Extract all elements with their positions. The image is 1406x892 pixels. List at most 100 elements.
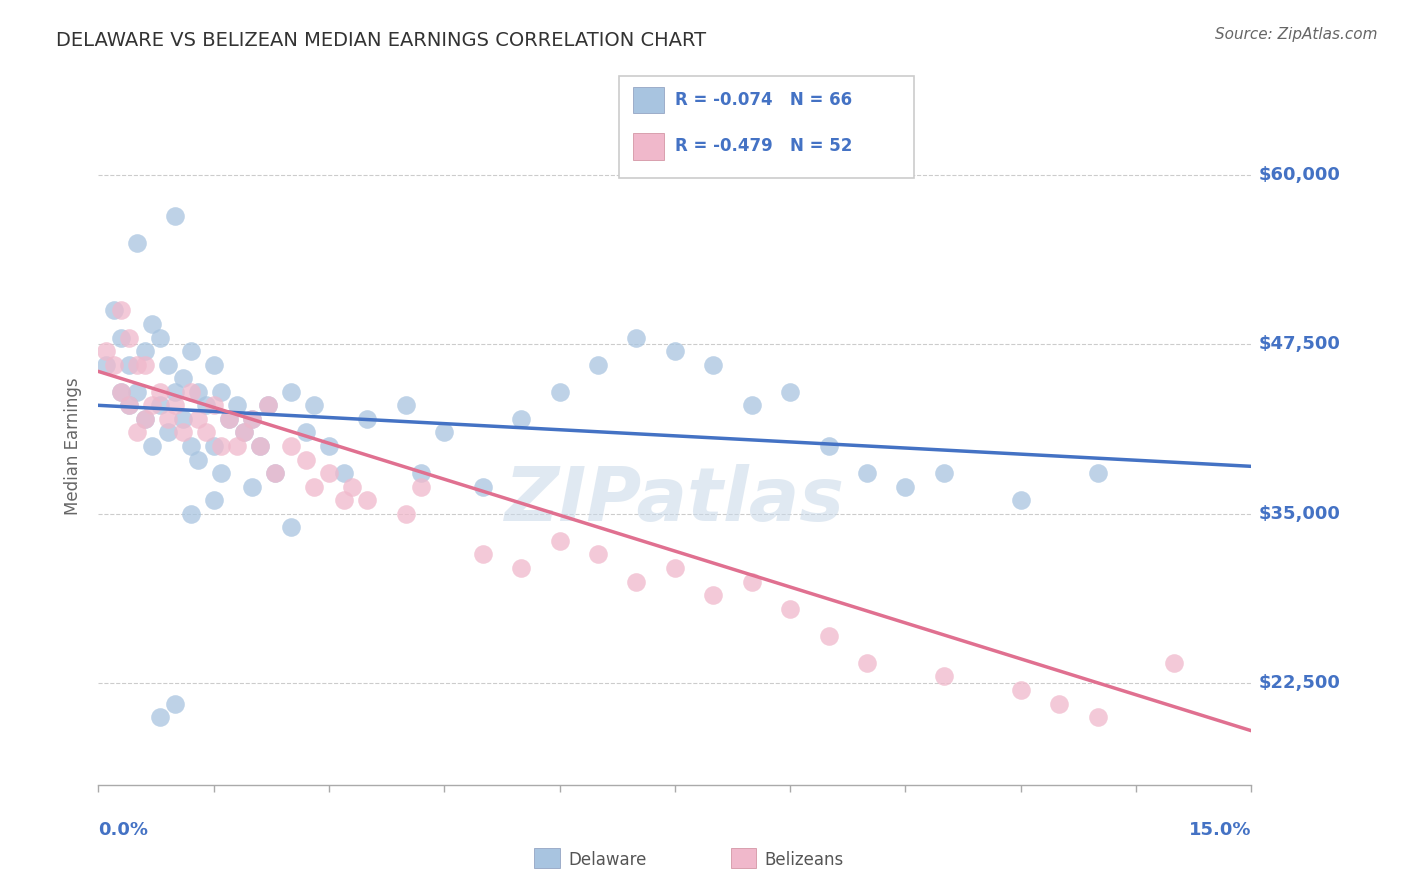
Point: [209, 384, 232, 399]
Point: [664, 561, 686, 575]
Text: R = -0.479   N = 52: R = -0.479 N = 52: [675, 137, 852, 155]
Point: [433, 425, 456, 440]
Point: [1010, 683, 1032, 698]
Point: [817, 439, 839, 453]
Point: [156, 412, 179, 426]
Point: [118, 330, 141, 344]
Point: [264, 466, 287, 480]
Point: [134, 412, 156, 426]
Point: [626, 330, 648, 344]
Point: [741, 398, 763, 412]
Point: [932, 669, 955, 683]
Point: [240, 480, 263, 494]
Point: [280, 439, 302, 453]
Point: [1163, 656, 1185, 670]
Point: [172, 371, 194, 385]
Point: [295, 425, 318, 440]
Point: [395, 398, 418, 412]
Point: [225, 439, 247, 453]
Point: [280, 384, 302, 399]
Point: [195, 398, 218, 412]
Point: [779, 601, 801, 615]
Point: [702, 588, 724, 602]
Point: [894, 480, 917, 494]
Point: [180, 439, 202, 453]
Point: [103, 303, 125, 318]
Point: [302, 480, 325, 494]
Y-axis label: Median Earnings: Median Earnings: [65, 377, 83, 515]
Text: $35,000: $35,000: [1258, 505, 1340, 523]
Text: DELAWARE VS BELIZEAN MEDIAN EARNINGS CORRELATION CHART: DELAWARE VS BELIZEAN MEDIAN EARNINGS COR…: [56, 31, 706, 50]
Point: [165, 398, 187, 412]
Point: [110, 384, 132, 399]
Text: Delaware: Delaware: [568, 851, 647, 869]
Point: [817, 629, 839, 643]
Text: $47,500: $47,500: [1258, 335, 1340, 353]
Point: [125, 384, 148, 399]
Point: [125, 358, 148, 372]
Point: [125, 235, 148, 250]
Point: [510, 561, 533, 575]
Point: [187, 384, 209, 399]
Point: [233, 425, 256, 440]
Point: [195, 425, 218, 440]
Point: [218, 412, 240, 426]
Point: [209, 439, 232, 453]
Point: [548, 533, 571, 548]
Point: [356, 493, 378, 508]
Point: [118, 398, 141, 412]
Point: [172, 412, 194, 426]
Text: R = -0.074   N = 66: R = -0.074 N = 66: [675, 91, 852, 109]
Point: [118, 398, 141, 412]
Point: [471, 480, 494, 494]
Point: [932, 466, 955, 480]
Point: [626, 574, 648, 589]
Point: [156, 358, 179, 372]
Point: [586, 548, 609, 562]
Point: [225, 398, 247, 412]
Point: [134, 412, 156, 426]
Point: [395, 507, 418, 521]
Point: [340, 480, 363, 494]
Point: [165, 697, 187, 711]
Point: [125, 425, 148, 440]
Point: [240, 412, 263, 426]
Point: [209, 466, 232, 480]
Point: [141, 398, 163, 412]
Point: [548, 384, 571, 399]
Point: [233, 425, 256, 440]
Point: [172, 425, 194, 440]
Point: [256, 398, 278, 412]
Point: [218, 412, 240, 426]
Point: [586, 358, 609, 372]
Text: 15.0%: 15.0%: [1189, 821, 1251, 838]
Point: [411, 480, 433, 494]
Point: [411, 466, 433, 480]
Point: [180, 344, 202, 359]
Point: [118, 358, 141, 372]
Point: [1087, 710, 1109, 724]
Point: [202, 358, 225, 372]
Point: [134, 344, 156, 359]
Point: [295, 452, 318, 467]
Point: [149, 384, 172, 399]
Point: [180, 507, 202, 521]
Point: [702, 358, 724, 372]
Point: [471, 548, 494, 562]
Text: Belizeans: Belizeans: [765, 851, 844, 869]
Point: [149, 710, 172, 724]
Point: [741, 574, 763, 589]
Point: [249, 439, 271, 453]
Text: $22,500: $22,500: [1258, 674, 1340, 692]
Point: [187, 412, 209, 426]
Point: [202, 439, 225, 453]
Point: [664, 344, 686, 359]
Point: [141, 317, 163, 331]
Point: [856, 466, 879, 480]
Text: ZIPatlas: ZIPatlas: [505, 464, 845, 537]
Text: Source: ZipAtlas.com: Source: ZipAtlas.com: [1215, 27, 1378, 42]
Point: [280, 520, 302, 534]
Point: [256, 398, 278, 412]
Point: [165, 209, 187, 223]
Point: [264, 466, 287, 480]
